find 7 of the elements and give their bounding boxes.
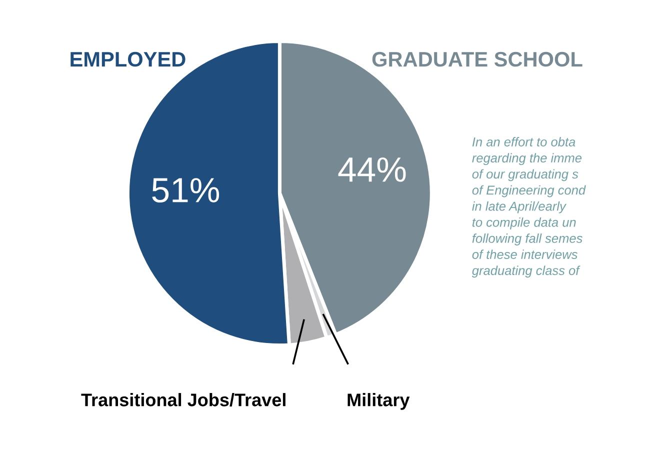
slice-label: Military bbox=[348, 393, 410, 410]
data-label: 51% bbox=[152, 178, 220, 203]
slice-label: EMPLOYED bbox=[70, 52, 186, 67]
slice-label: Transitional Jobs/Travel bbox=[81, 393, 286, 406]
data-label: 44% bbox=[338, 157, 406, 182]
slice-label: GRADUATE SCHOOL bbox=[372, 52, 582, 67]
text: In an effort to obta regarding the imme of our graduating s of Engineering cond in late April/early to compile data un following fall semes of these interviews graduating class of bbox=[472, 137, 586, 278]
